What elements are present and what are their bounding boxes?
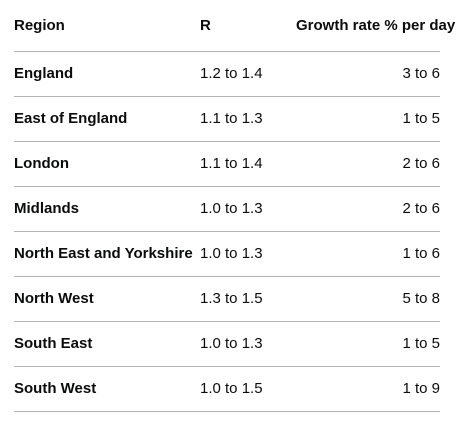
table-row: North West 1.3 to 1.5 5 to 8	[14, 276, 440, 322]
r-growth-table: Region R Growth rate % per day England 1…	[14, 0, 455, 412]
growth-rate-cell: 1 to 5	[296, 321, 440, 367]
region-cell: South West	[14, 366, 200, 412]
region-cell: North West	[14, 276, 200, 322]
region-cell: Midlands	[14, 186, 200, 232]
table-header: Region R Growth rate % per day	[14, 0, 455, 52]
region-cell: England	[14, 51, 200, 97]
table-row: South West 1.0 to 1.5 1 to 9	[14, 366, 440, 412]
header-r: R	[200, 0, 296, 52]
table-body: England 1.2 to 1.4 3 to 6 East of Englan…	[14, 51, 440, 412]
header-growth-rate: Growth rate % per day	[296, 0, 455, 52]
growth-rate-cell: 1 to 9	[296, 366, 440, 412]
growth-rate-cell: 1 to 6	[296, 231, 440, 277]
table-row: London 1.1 to 1.4 2 to 6	[14, 141, 440, 187]
r-cell: 1.0 to 1.3	[200, 321, 296, 367]
header-row: Region R Growth rate % per day	[14, 0, 455, 52]
region-cell: London	[14, 141, 200, 187]
growth-rate-cell: 2 to 6	[296, 141, 440, 187]
header-region: Region	[14, 0, 200, 52]
growth-rate-cell: 3 to 6	[296, 51, 440, 97]
r-cell: 1.0 to 1.5	[200, 366, 296, 412]
r-cell: 1.3 to 1.5	[200, 276, 296, 322]
r-cell: 1.0 to 1.3	[200, 186, 296, 232]
table-row: England 1.2 to 1.4 3 to 6	[14, 51, 440, 97]
region-cell: South East	[14, 321, 200, 367]
region-cell: North East and Yorkshire	[14, 231, 200, 277]
r-cell: 1.0 to 1.3	[200, 231, 296, 277]
r-cell: 1.1 to 1.4	[200, 141, 296, 187]
r-cell: 1.1 to 1.3	[200, 96, 296, 142]
table-row: North East and Yorkshire 1.0 to 1.3 1 to…	[14, 231, 440, 277]
table-row: South East 1.0 to 1.3 1 to 5	[14, 321, 440, 367]
growth-rate-cell: 5 to 8	[296, 276, 440, 322]
r-cell: 1.2 to 1.4	[200, 51, 296, 97]
region-cell: East of England	[14, 96, 200, 142]
growth-rate-cell: 1 to 5	[296, 96, 440, 142]
growth-rate-cell: 2 to 6	[296, 186, 440, 232]
table-row: East of England 1.1 to 1.3 1 to 5	[14, 96, 440, 142]
r-growth-table-container: Region R Growth rate % per day England 1…	[14, 0, 455, 412]
table-row: Midlands 1.0 to 1.3 2 to 6	[14, 186, 440, 232]
